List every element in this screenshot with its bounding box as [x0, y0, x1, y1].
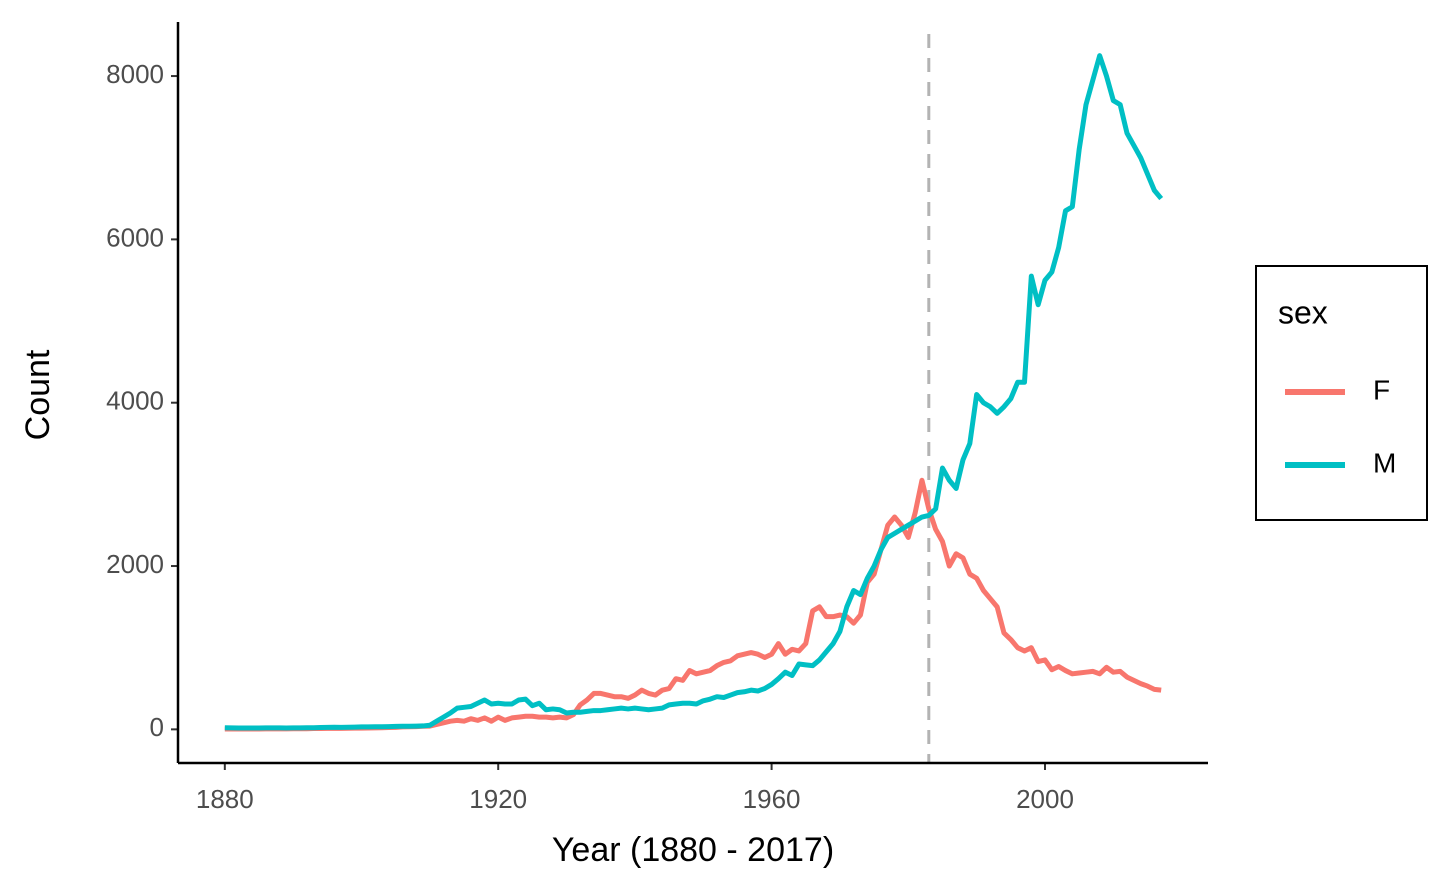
- series-line: [224, 53, 1164, 731]
- x-tick-label: 1880: [196, 784, 254, 814]
- legend-label: F: [1373, 374, 1390, 405]
- x-axis-title: Year (1880 - 2017): [552, 831, 834, 869]
- legend-label: M: [1373, 447, 1396, 478]
- x-tick-label: 1920: [469, 784, 527, 814]
- x-tick-label: 2000: [1016, 784, 1074, 814]
- y-tick-label: 2000: [106, 549, 164, 579]
- y-tick-label: 6000: [106, 222, 164, 252]
- series-line: [224, 477, 1162, 732]
- y-tick-label: 0: [150, 712, 164, 742]
- x-tick-label: 1960: [743, 784, 801, 814]
- y-tick-label: 4000: [106, 386, 164, 416]
- legend-title: sex: [1278, 294, 1328, 330]
- y-axis-title: Count: [19, 349, 57, 440]
- y-tick-label: 8000: [106, 59, 164, 89]
